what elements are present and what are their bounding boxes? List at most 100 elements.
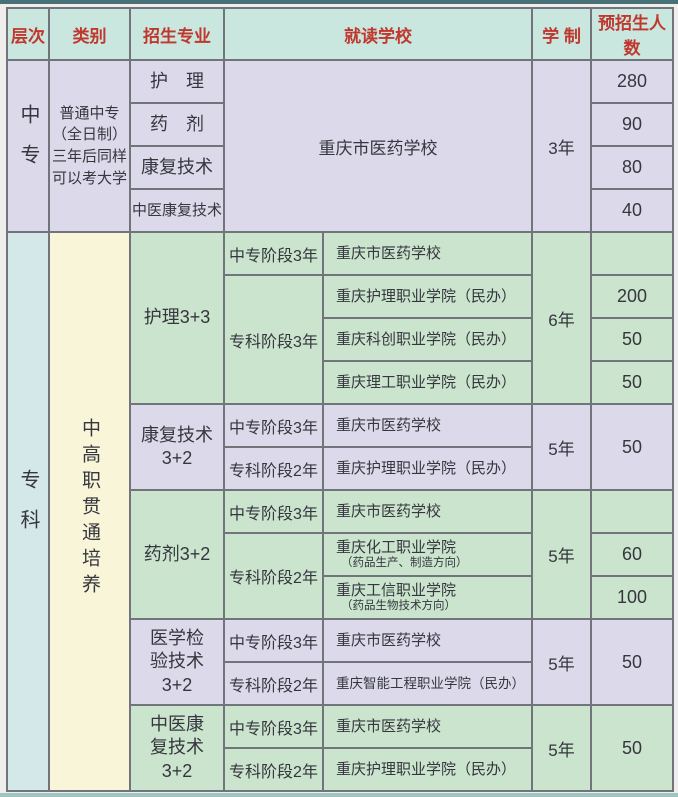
school-cell: 重庆市医药学校: [322, 489, 533, 534]
duration-cell: 6年: [531, 231, 592, 405]
count-cell: [590, 231, 674, 276]
count-cell: 50: [590, 704, 674, 792]
level-cell-zhuanke: 专科: [6, 231, 50, 792]
school-name: 重庆科创职业学院（民办）: [336, 330, 517, 348]
table-row: 中医康复技术 40: [7, 188, 674, 233]
stage-cell: 中专阶段3年: [223, 489, 324, 534]
category-cell-zhongzhuan: 普通中专 （全日制） 三年后同样 可以考大学: [48, 59, 131, 233]
stage-cell: 中专阶段3年: [223, 618, 324, 663]
school-name: 重庆市医药学校: [336, 416, 442, 434]
major-cell: 药 剂: [129, 102, 225, 147]
major-cell: 康复技术: [129, 145, 225, 190]
stage-cell: 中专阶段3年: [223, 231, 324, 276]
table-row: 重庆科创职业学院（民办） 50: [7, 317, 674, 362]
table-row: 专科 中高职贯通培养 护理3+3 中专阶段3年 重庆市医药学校 6年: [6, 231, 674, 792]
count-cell: [590, 489, 674, 534]
school-name: 重庆智能工程职业学院（民办）: [336, 675, 525, 691]
category-vertical-text: 中高职贯通培养: [79, 418, 100, 600]
school-cell: 重庆市医药学校: [322, 231, 533, 276]
table-row: 医学检 验技术 3+2 中专阶段3年 重庆市医药学校 5年 50: [7, 618, 674, 706]
stage-cell: 中专阶段3年: [223, 403, 324, 448]
count-cell: 50: [590, 360, 674, 405]
major-cell: 康复技术 3+2: [129, 403, 225, 491]
level-vertical-text: 专科: [17, 469, 39, 549]
duration-cell: 5年: [531, 489, 592, 620]
school-cell: 重庆市医药学校: [223, 59, 533, 233]
duration-cell: 5年: [531, 704, 592, 792]
school-name: 重庆工信职业学院: [336, 582, 457, 600]
stage-cell: 专科阶段2年: [223, 661, 324, 706]
count-cell: 60: [590, 532, 674, 577]
school-name: 重庆理工职业学院（民办）: [336, 373, 517, 391]
table-row: 康复技术 80: [7, 145, 674, 190]
major-cell: 中医康 复技术 3+2: [129, 704, 225, 792]
count-cell: 50: [590, 403, 674, 491]
stage-cell: 专科阶段3年: [223, 274, 324, 405]
count-cell: 40: [590, 188, 674, 233]
school-name: 重庆护理职业学院（民办）: [336, 459, 517, 477]
school-cell: 重庆护理职业学院（民办）: [322, 446, 533, 491]
count-cell: 80: [590, 145, 674, 190]
school-name: 重庆市医药学校: [336, 717, 442, 735]
major-cell: 医学检 验技术 3+2: [129, 618, 225, 706]
count-cell: 100: [590, 575, 674, 620]
major-cell: 药剂3+2: [129, 489, 225, 620]
table-row: 专科阶段2年 重庆护理职业学院（民办）: [7, 446, 673, 491]
school-cell: 重庆护理职业学院（民办）: [322, 747, 533, 792]
count-cell: 50: [590, 317, 674, 362]
column-header-major: 招生专业: [129, 7, 225, 61]
school-name: 重庆化工职业学院: [336, 539, 457, 557]
table-row: 药 剂 90: [7, 102, 674, 147]
school-direction: （药品生物技术方向）: [341, 599, 456, 612]
duration-cell: 5年: [531, 403, 592, 491]
table-row: 专科阶段2年 重庆化工职业学院 （药品生产、制造方向） 60: [7, 532, 674, 620]
column-header-count: 预招生人数: [590, 7, 674, 61]
school-cell: 重庆工信职业学院 （药品生物技术方向）: [322, 575, 533, 620]
duration-cell: 3年: [531, 59, 592, 233]
enrollment-table: 层次 类别 招生专业 就读学校 学 制 预招生人数 中专 普通中专 （全日制） …: [6, 7, 674, 792]
school-cell: 重庆市医药学校: [322, 403, 533, 448]
table-row: 康复技术 3+2 中专阶段3年 重庆市医药学校 5年 50: [7, 403, 674, 491]
school-name: 重庆市医药学校: [336, 502, 442, 520]
count-cell: 50: [590, 618, 674, 706]
stage-cell: 专科阶段2年: [223, 446, 324, 491]
table-row: 重庆工信职业学院 （药品生物技术方向） 100: [7, 575, 674, 620]
school-direction: （药品生产、制造方向）: [341, 556, 468, 569]
count-cell: 280: [590, 59, 674, 104]
column-header-duration: 学 制: [531, 7, 592, 61]
school-cell: 重庆理工职业学院（民办）: [322, 360, 533, 405]
level-vertical-text: 中专: [17, 103, 39, 184]
column-header-school: 就读学校: [223, 7, 533, 61]
table-row: 重庆理工职业学院（民办） 50: [7, 360, 674, 405]
column-header-category: 类别: [48, 7, 131, 61]
school-cell: 重庆化工职业学院 （药品生产、制造方向）: [322, 532, 533, 577]
school-name: 重庆市医药学校: [336, 631, 442, 649]
table-row: 药剂3+2 中专阶段3年 重庆市医药学校 5年: [7, 489, 674, 620]
table-row: 中专 普通中专 （全日制） 三年后同样 可以考大学 护 理 重庆市医药学校 3年…: [6, 59, 674, 233]
stage-cell: 专科阶段2年: [223, 532, 324, 620]
duration-cell: 5年: [531, 618, 592, 706]
school-cell: 重庆智能工程职业学院（民办）: [322, 661, 533, 706]
count-cell: 90: [590, 102, 674, 147]
major-cell: 中医康复技术: [129, 188, 225, 233]
school-name: 重庆护理职业学院（民办）: [336, 760, 517, 778]
stage-cell: 专科阶段2年: [223, 747, 324, 792]
school-cell: 重庆市医药学校: [322, 618, 533, 663]
column-header-level: 层次: [6, 7, 50, 61]
category-cell-zhuanke: 中高职贯通培养: [48, 231, 131, 792]
table-row: 专科阶段3年 重庆护理职业学院（民办） 200: [7, 274, 674, 405]
major-cell: 护理3+3: [129, 231, 225, 405]
school-name: 重庆市医药学校: [336, 244, 442, 262]
level-cell-zhongzhuan: 中专: [6, 59, 50, 233]
page-bottom-strip: [0, 793, 678, 797]
school-cell: 重庆护理职业学院（民办）: [322, 274, 533, 319]
count-cell: 200: [590, 274, 674, 319]
table-header-row: 层次 类别 招生专业 就读学校 学 制 预招生人数: [6, 7, 674, 61]
school-name: 重庆护理职业学院（民办）: [336, 287, 517, 305]
school-cell: 重庆科创职业学院（民办）: [322, 317, 533, 362]
stage-cell: 中专阶段3年: [223, 704, 324, 749]
major-cell: 护 理: [129, 59, 225, 104]
page-top-strip: [0, 0, 678, 4]
table-row: 专科阶段2年 重庆智能工程职业学院（民办）: [7, 661, 673, 706]
school-cell: 重庆市医药学校: [322, 704, 533, 749]
